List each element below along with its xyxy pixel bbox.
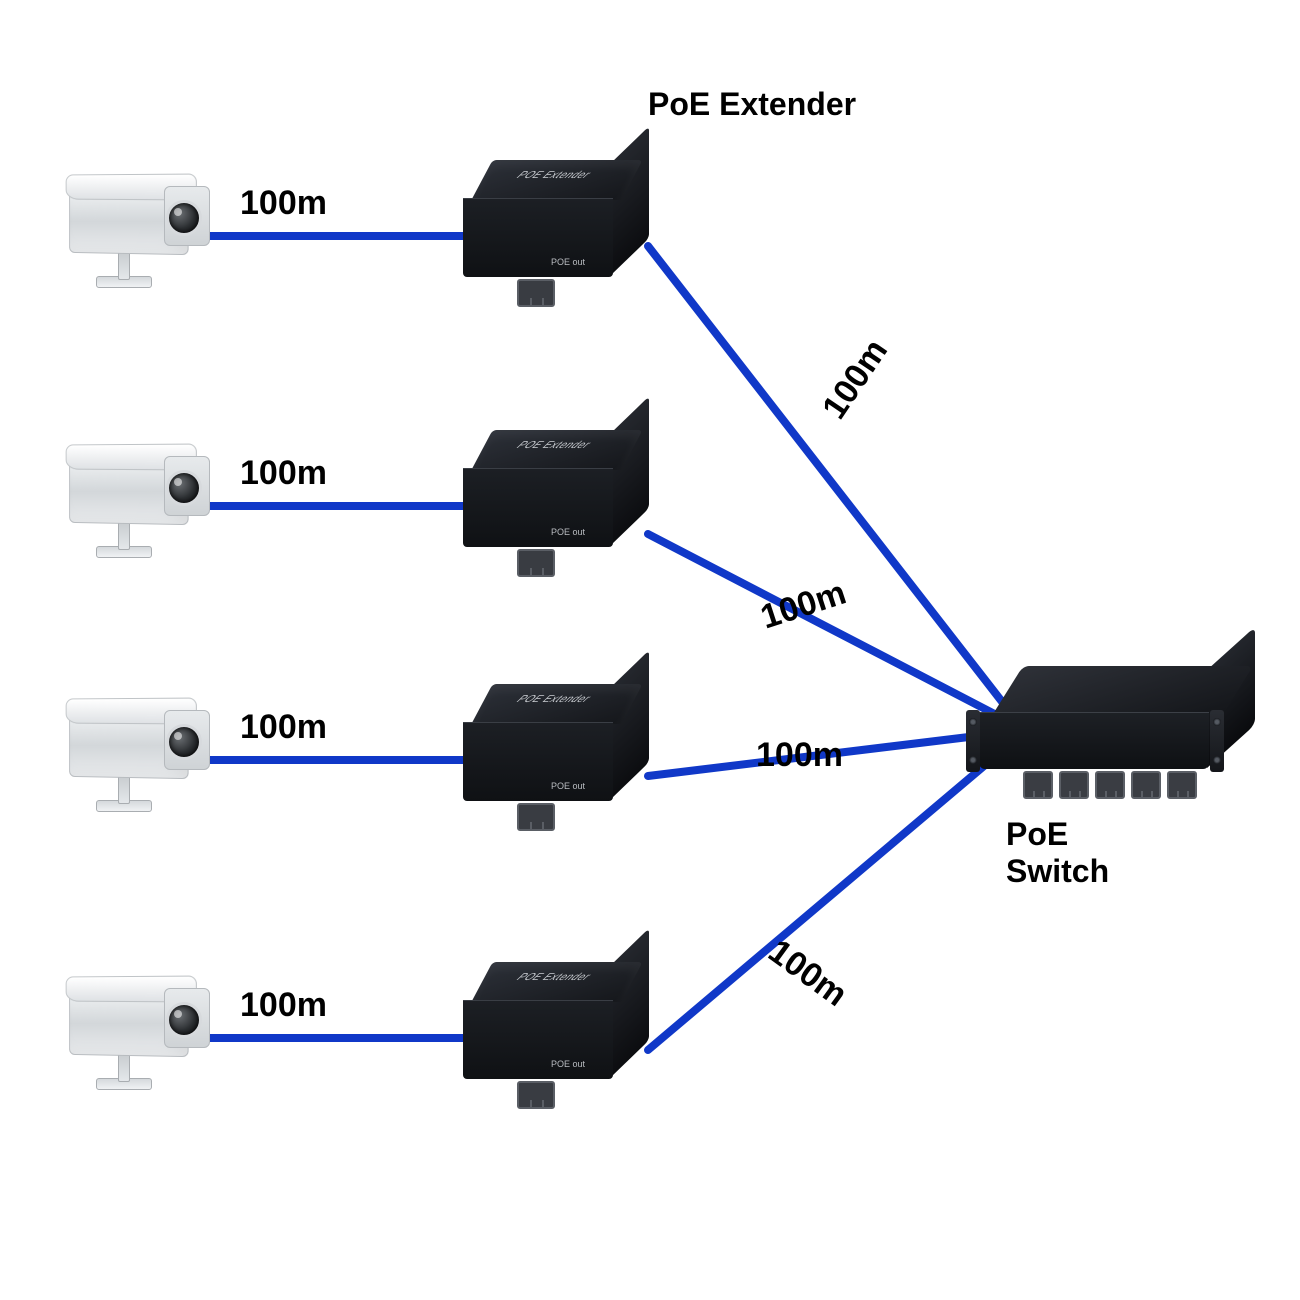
diagram-stage: { "type": "network-topology", "backgroun… — [0, 0, 1300, 1300]
cable-label-sw2: 100m — [756, 574, 851, 638]
extender-front-text: POE out — [551, 257, 585, 267]
cable-label-cam4: 100m — [240, 986, 327, 1025]
poe-extender-icon: POE Extender POE out — [472, 962, 652, 1092]
camera-icon — [56, 968, 216, 1088]
ethernet-port-icon — [1167, 771, 1197, 799]
cable-label-cam2: 100m — [240, 454, 327, 493]
extender-front-text: POE out — [551, 1059, 585, 1069]
extender-top-text: POE Extender — [513, 694, 595, 705]
camera-icon — [56, 436, 216, 556]
cable-label-sw4: 100m — [761, 932, 854, 1015]
ethernet-port-icon — [517, 549, 555, 577]
extender-top-text: POE Extender — [513, 972, 595, 983]
ethernet-port-icon — [1131, 771, 1161, 799]
poe-switch-icon — [988, 666, 1258, 806]
ethernet-port-icon — [1023, 771, 1053, 799]
camera-icon — [56, 690, 216, 810]
poe-extender-icon: POE Extender POE out — [472, 430, 652, 560]
switch-ports — [1023, 771, 1197, 799]
poe-switch-title: PoE Switch — [1006, 816, 1109, 890]
extender-top-text: POE Extender — [513, 440, 595, 451]
cable-label-sw1: 100m — [815, 333, 896, 427]
ethernet-port-icon — [517, 1081, 555, 1109]
extender-front-text: POE out — [551, 781, 585, 791]
mount-ear-icon — [966, 710, 980, 772]
ethernet-port-icon — [517, 279, 555, 307]
cable-label-cam3: 100m — [240, 708, 327, 747]
cable-label-cam1: 100m — [240, 184, 327, 223]
extender-top-text: POE Extender — [513, 170, 595, 181]
poe-extender-icon: POE Extender POE out — [472, 684, 652, 814]
camera-icon — [56, 166, 216, 286]
ethernet-port-icon — [517, 803, 555, 831]
poe-extender-icon: POE Extender POE out — [472, 160, 652, 290]
mount-ear-icon — [1210, 710, 1224, 772]
ethernet-port-icon — [1059, 771, 1089, 799]
ethernet-port-icon — [1095, 771, 1125, 799]
poe-extender-title: PoE Extender — [648, 86, 856, 123]
cable-label-sw3: 100m — [756, 736, 843, 775]
extender-front-text: POE out — [551, 527, 585, 537]
